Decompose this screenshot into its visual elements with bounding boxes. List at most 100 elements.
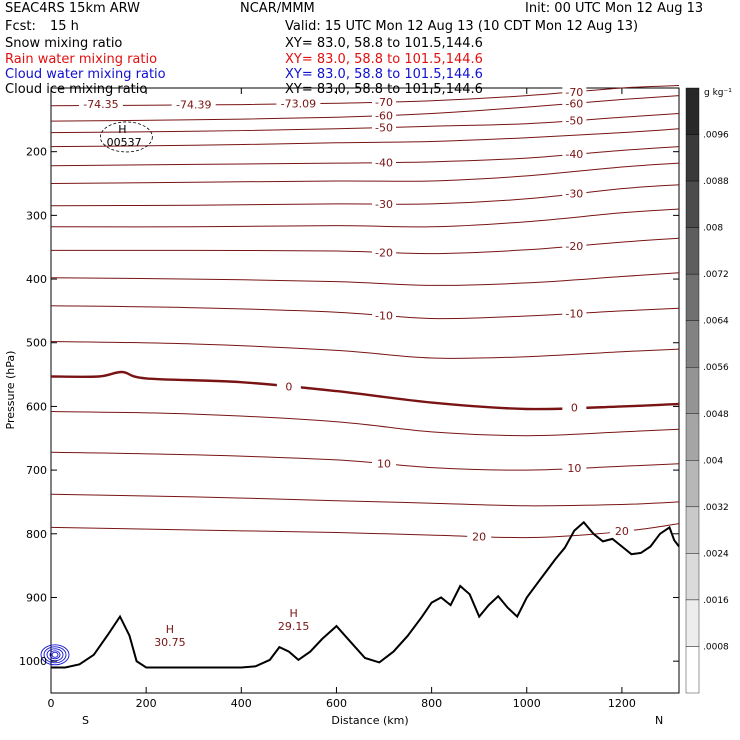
isotherm-label: 20 xyxy=(472,530,486,543)
isotherm-label-bg xyxy=(372,246,397,259)
isotherm-label-bg xyxy=(562,401,587,414)
isotherm-label: 10 xyxy=(377,458,391,471)
isotherm-label-bg xyxy=(372,197,397,210)
isotherm-line xyxy=(50,305,680,320)
colorbar-segment xyxy=(685,460,700,508)
isotherm-label: -70 xyxy=(375,96,393,109)
isotherm-label: -60 xyxy=(375,109,393,122)
y-tick-label: 900 xyxy=(26,591,47,604)
isotherm-label: -70 xyxy=(565,86,583,99)
value-label-bg xyxy=(171,97,216,111)
colorbar-tick-label: .0016 xyxy=(703,596,729,606)
isotherm-line xyxy=(50,184,680,207)
isotherm-label: -30 xyxy=(565,188,583,201)
y-tick-label: 800 xyxy=(26,528,47,541)
colorbar-tick-label: .0056 xyxy=(703,363,729,373)
isotherm-line xyxy=(50,523,680,539)
colorbar-tick-label: .0048 xyxy=(703,410,729,420)
isotherm-label: -40 xyxy=(375,157,393,170)
cloud-water-contour xyxy=(49,650,61,660)
isotherm-label-bg xyxy=(609,525,634,538)
isotherm-label-bg xyxy=(467,530,492,543)
colorbar-segment xyxy=(685,553,700,601)
isotherm-label-bg xyxy=(562,114,587,127)
south-label: S xyxy=(82,714,89,727)
isotherm-line xyxy=(50,237,680,255)
org-label: NCAR/MMM xyxy=(240,1,315,16)
isotherm-label: -50 xyxy=(375,121,393,134)
isotherm-label: 0 xyxy=(571,402,578,415)
fcst-value: 15 h xyxy=(50,19,79,34)
isotherm-label-bg xyxy=(562,239,587,252)
field-cloudice: Cloud ice mixing ratio xyxy=(5,82,147,97)
isotherm-line xyxy=(50,493,680,507)
y-tick-label: 700 xyxy=(26,464,47,477)
high-marker-value: 29.15 xyxy=(278,620,310,633)
y-tick-label: 500 xyxy=(26,337,47,350)
x-tick-label: 1200 xyxy=(608,697,636,710)
value-label-bg xyxy=(78,96,123,110)
colorbar-segment xyxy=(685,413,700,461)
colorbar-unit: g kg⁻¹ xyxy=(704,88,732,98)
x-axis-ticks: 0 200 400 600 800 1000 1200 xyxy=(48,88,636,710)
y-tick-label: 1000 xyxy=(19,655,47,668)
isotherm-label: -20 xyxy=(565,240,583,253)
field-cloudice-xy: XY= 83.0, 58.8 to 101.5,144.6 xyxy=(285,82,483,97)
plot-frame xyxy=(50,87,680,694)
isotherm-label: -10 xyxy=(565,307,583,320)
isotherm-label: -30 xyxy=(375,198,393,211)
isotherm-line xyxy=(50,128,680,148)
colorbar-segment xyxy=(685,506,700,554)
field-cloudwater-xy: XY= 83.0, 58.8 to 101.5,144.6 xyxy=(285,67,483,82)
colorbar-segment xyxy=(685,320,700,368)
colorbar-segment xyxy=(685,87,700,135)
contour-value-labels: -74.35 -74.39 -73.09 xyxy=(78,96,321,112)
isotherm-label-bg xyxy=(372,309,397,322)
isotherm-line xyxy=(50,146,680,167)
isotherm-label: -20 xyxy=(375,246,393,259)
y-axis-label: Pressure (hPa) xyxy=(4,351,17,430)
isotherm-line xyxy=(50,341,680,359)
colorbar-tick-label: .0064 xyxy=(703,317,729,327)
field-snow-xy: XY= 83.0, 58.8 to 101.5,144.6 xyxy=(285,36,483,51)
colorbar-segment xyxy=(685,134,700,182)
cloud-water-contour xyxy=(40,644,70,666)
cloud-water-contour xyxy=(51,651,59,658)
isotherm-label-bg xyxy=(562,187,587,200)
isotherm-label-bg xyxy=(562,462,587,475)
y-tick-label: 200 xyxy=(26,146,47,159)
field-snow: Snow mixing ratio xyxy=(5,36,122,51)
isotherm-line xyxy=(50,95,680,122)
isotherm-label: 10 xyxy=(567,462,581,475)
colorbar-segment xyxy=(685,599,700,647)
y-tick-label: 400 xyxy=(26,273,47,286)
isotherm-label: -60 xyxy=(565,97,583,110)
x-axis-label: Distance (km) xyxy=(331,714,408,727)
colorbar-tick-label: .004 xyxy=(703,456,723,466)
isotherm-line xyxy=(50,411,680,437)
colorbar-tick-label: .0032 xyxy=(703,503,729,513)
isotherm-label-bg xyxy=(562,148,587,161)
init-time: Init: 00 UTC Mon 12 Aug 13 xyxy=(525,1,703,16)
colorbar-segment xyxy=(685,180,700,228)
contour-value-label: -74.39 xyxy=(176,99,211,112)
isotherm-label-bg xyxy=(562,97,587,110)
isotherm-label-bg xyxy=(276,380,301,393)
isotherm-line xyxy=(50,272,680,286)
x-tick-label: 0 xyxy=(48,697,55,710)
field-rain: Rain water mixing ratio xyxy=(5,52,157,67)
colorbar-segment xyxy=(685,367,700,414)
y-tick-label: 600 xyxy=(26,400,47,413)
isotherm-line xyxy=(50,451,680,471)
isotherm-label: -40 xyxy=(565,148,583,161)
colorbar-segment xyxy=(685,273,700,321)
value-label-bg xyxy=(276,96,321,110)
high-marker-value: .00537 xyxy=(103,136,142,149)
high-marker-letter: H xyxy=(166,623,174,636)
isotherm-label: 20 xyxy=(615,525,629,538)
colorbar-segment xyxy=(685,646,700,694)
high-marker-value: 30.75 xyxy=(154,636,186,649)
isotherm-label: -10 xyxy=(375,309,393,322)
